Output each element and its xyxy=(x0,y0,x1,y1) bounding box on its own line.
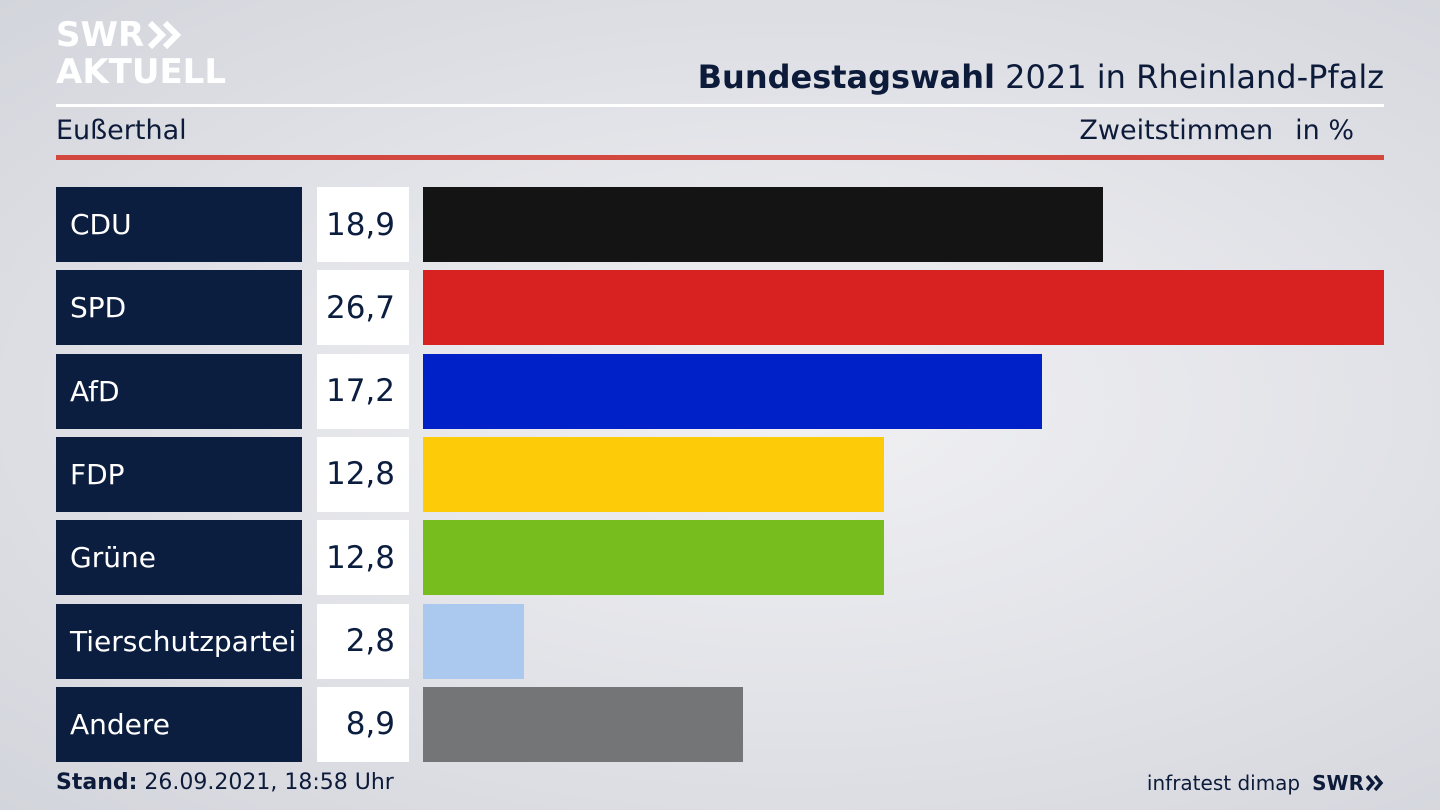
source-label: infratest dimap xyxy=(1146,771,1301,795)
chart-row: CDU 18,9 xyxy=(56,187,1384,262)
chart-row: Tierschutzpartei 2,8 xyxy=(56,603,1384,679)
party-label: CDU xyxy=(56,187,302,262)
logo-swr-text: SWR xyxy=(56,15,145,55)
measure-text: Zweitstimmen xyxy=(1079,115,1274,146)
bar xyxy=(423,353,1042,429)
bar xyxy=(423,603,524,679)
bar xyxy=(423,187,1103,262)
value-label: 17,2 xyxy=(317,353,409,429)
logo-aktuell-text: AKTUELL xyxy=(56,52,227,92)
swr-brand: SWR xyxy=(1312,771,1384,795)
value-label: 8,9 xyxy=(317,686,409,762)
bar xyxy=(423,520,884,596)
title-bold: Bundestagswahl xyxy=(697,58,995,96)
bar xyxy=(423,436,884,512)
party-label: SPD xyxy=(56,270,302,346)
accent-divider xyxy=(56,155,1384,160)
party-label: FDP xyxy=(56,436,302,512)
value-label: 26,7 xyxy=(317,270,409,346)
unit-text: in % xyxy=(1295,115,1354,146)
chart-row: FDP 12,8 xyxy=(56,436,1384,512)
party-label: Grüne xyxy=(56,520,302,596)
bar xyxy=(423,686,743,762)
stand-value: 26.09.2021, 18:58 Uhr xyxy=(137,770,394,795)
timestamp: Stand: 26.09.2021, 18:58 Uhr xyxy=(56,770,394,795)
value-label: 12,8 xyxy=(317,436,409,512)
page-title: Bundestagswahl 2021 in Rheinland-Pfalz xyxy=(698,58,1384,96)
chart-row: AfD 17,2 xyxy=(56,353,1384,429)
location-label: Eußerthal xyxy=(56,115,187,146)
party-label: Tierschutzpartei xyxy=(56,603,302,679)
swr-brand-text: SWR xyxy=(1312,771,1364,795)
chevron-right-icon xyxy=(148,21,182,49)
chevron-right-icon xyxy=(1366,775,1384,791)
stand-label: Stand: xyxy=(56,770,138,795)
chart-row: Andere 8,9 xyxy=(56,686,1384,762)
measure-label: Zweitstimmen in % xyxy=(1079,115,1354,146)
party-label: Andere xyxy=(56,686,302,762)
party-label: AfD xyxy=(56,353,302,429)
value-label: 2,8 xyxy=(317,603,409,679)
value-label: 18,9 xyxy=(317,187,409,262)
header-divider xyxy=(56,104,1384,107)
footer-credits: infratest dimap SWR xyxy=(1147,771,1384,795)
chart-row: Grüne 12,8 xyxy=(56,520,1384,596)
swr-aktuell-logo: SWR AKTUELL xyxy=(56,18,226,89)
bar xyxy=(423,270,1384,346)
value-label: 12,8 xyxy=(317,520,409,596)
title-rest: 2021 in Rheinland-Pfalz xyxy=(995,58,1384,96)
chart-row: SPD 26,7 xyxy=(56,270,1384,346)
